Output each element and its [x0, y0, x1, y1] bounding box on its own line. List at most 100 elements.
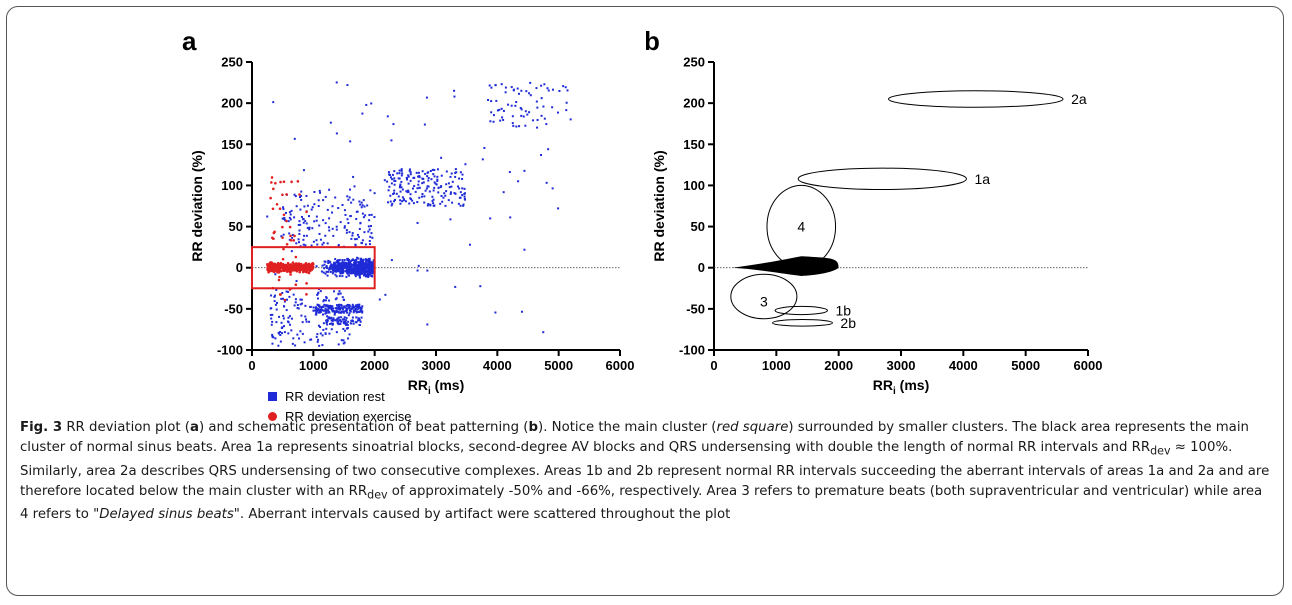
data-point-rest [391, 173, 394, 176]
data-point-rest [562, 85, 565, 88]
data-point-rest [399, 199, 402, 202]
data-point-rest [331, 205, 334, 208]
data-point-exercise [304, 262, 308, 265]
x-axis-label-main: RR [873, 377, 893, 393]
data-point-rest [324, 272, 327, 275]
data-point-rest [290, 329, 293, 332]
data-point-exercise [271, 207, 275, 211]
data-point-rest [517, 180, 520, 183]
data-point-rest [429, 203, 432, 206]
area-label-2a: 2a [1071, 91, 1087, 107]
y-axis-label: RR deviation (%) [651, 150, 667, 261]
data-point-rest [510, 86, 513, 89]
data-point-rest [437, 186, 440, 189]
data-point-rest [343, 320, 346, 323]
data-point-rest [315, 215, 318, 218]
y-tick-label: 50 [229, 219, 243, 234]
data-point-rest [271, 313, 274, 316]
data-point-rest [326, 305, 329, 308]
data-point-rest [298, 241, 301, 244]
data-point-exercise [300, 267, 304, 271]
caption-segment: dev [367, 488, 388, 502]
data-point-rest [311, 206, 314, 209]
data-point-rest [440, 174, 443, 177]
data-point-exercise [293, 269, 296, 272]
data-point-rest [349, 188, 352, 191]
data-point-rest [407, 174, 410, 177]
data-point-rest [313, 309, 316, 312]
data-point-rest [345, 270, 348, 273]
data-point-rest [416, 269, 419, 272]
data-point-rest [339, 272, 342, 275]
data-point-exercise [269, 261, 272, 264]
data-point-rest [335, 228, 338, 231]
data-point-rest [363, 205, 366, 208]
data-point-exercise [269, 267, 273, 270]
data-point-rest [338, 265, 341, 268]
data-point-rest [454, 175, 457, 178]
data-point-rest [342, 327, 345, 330]
data-point-rest [328, 217, 331, 220]
data-point-rest [305, 318, 308, 321]
data-point-rest [305, 222, 308, 225]
data-point-rest [357, 236, 360, 239]
data-point-rest [300, 194, 303, 197]
data-point-rest [324, 260, 327, 263]
x-tick-label: 1000 [762, 358, 791, 373]
data-point-rest [358, 227, 361, 230]
data-point-rest [360, 206, 363, 209]
data-point-rest [405, 190, 408, 193]
data-point-rest [360, 242, 363, 245]
main-cluster-box [251, 246, 376, 290]
data-point-rest [271, 342, 274, 345]
data-point-rest [398, 177, 401, 180]
data-point-rest [325, 327, 328, 330]
data-point-rest [343, 226, 346, 229]
caption-segment: "Delayed sinus beats" [93, 507, 240, 523]
data-point-rest [426, 171, 429, 174]
data-point-rest [336, 322, 339, 325]
data-point-rest [299, 208, 302, 211]
caption-segment: ≈ 100%. Similarly, area 2a describes QRS… [20, 440, 1270, 499]
data-point-rest [373, 216, 376, 219]
data-point-exercise [293, 234, 296, 238]
data-point-rest [275, 321, 278, 324]
data-point-rest [391, 202, 394, 205]
data-point-rest [459, 191, 462, 194]
data-point-rest [343, 305, 346, 308]
data-point-rest [363, 268, 366, 271]
data-point-rest [346, 324, 349, 327]
data-point-exercise [275, 269, 278, 272]
data-point-rest [426, 269, 429, 272]
data-point-rest [340, 307, 343, 310]
data-point-rest [353, 238, 356, 241]
data-point-rest [400, 186, 403, 189]
data-point-rest [311, 227, 314, 230]
data-point-exercise [272, 237, 275, 241]
data-point-rest [347, 270, 350, 273]
data-point-rest [347, 198, 350, 201]
y-tick-label: 250 [221, 55, 243, 70]
data-point-rest [305, 234, 308, 237]
data-point-rest [383, 179, 386, 182]
data-point-rest [359, 265, 362, 268]
data-point-rest [363, 264, 366, 267]
data-point-rest [483, 146, 486, 149]
data-point-rest [346, 218, 349, 221]
data-point-rest [342, 298, 345, 301]
data-point-rest [330, 267, 333, 270]
x-tick-label: 2000 [360, 358, 389, 373]
data-point-rest [566, 89, 569, 92]
data-point-rest [440, 194, 443, 197]
main-cluster-area [732, 256, 839, 276]
data-point-rest [322, 309, 325, 312]
data-point-rest [327, 307, 330, 310]
data-point-rest [458, 177, 461, 180]
data-point-rest [336, 306, 339, 309]
data-point-rest [346, 84, 349, 87]
data-point-rest [439, 186, 442, 189]
data-point-rest [361, 112, 364, 115]
data-point-rest [342, 339, 345, 342]
data-point-rest [339, 262, 342, 265]
data-point-rest [329, 121, 332, 124]
